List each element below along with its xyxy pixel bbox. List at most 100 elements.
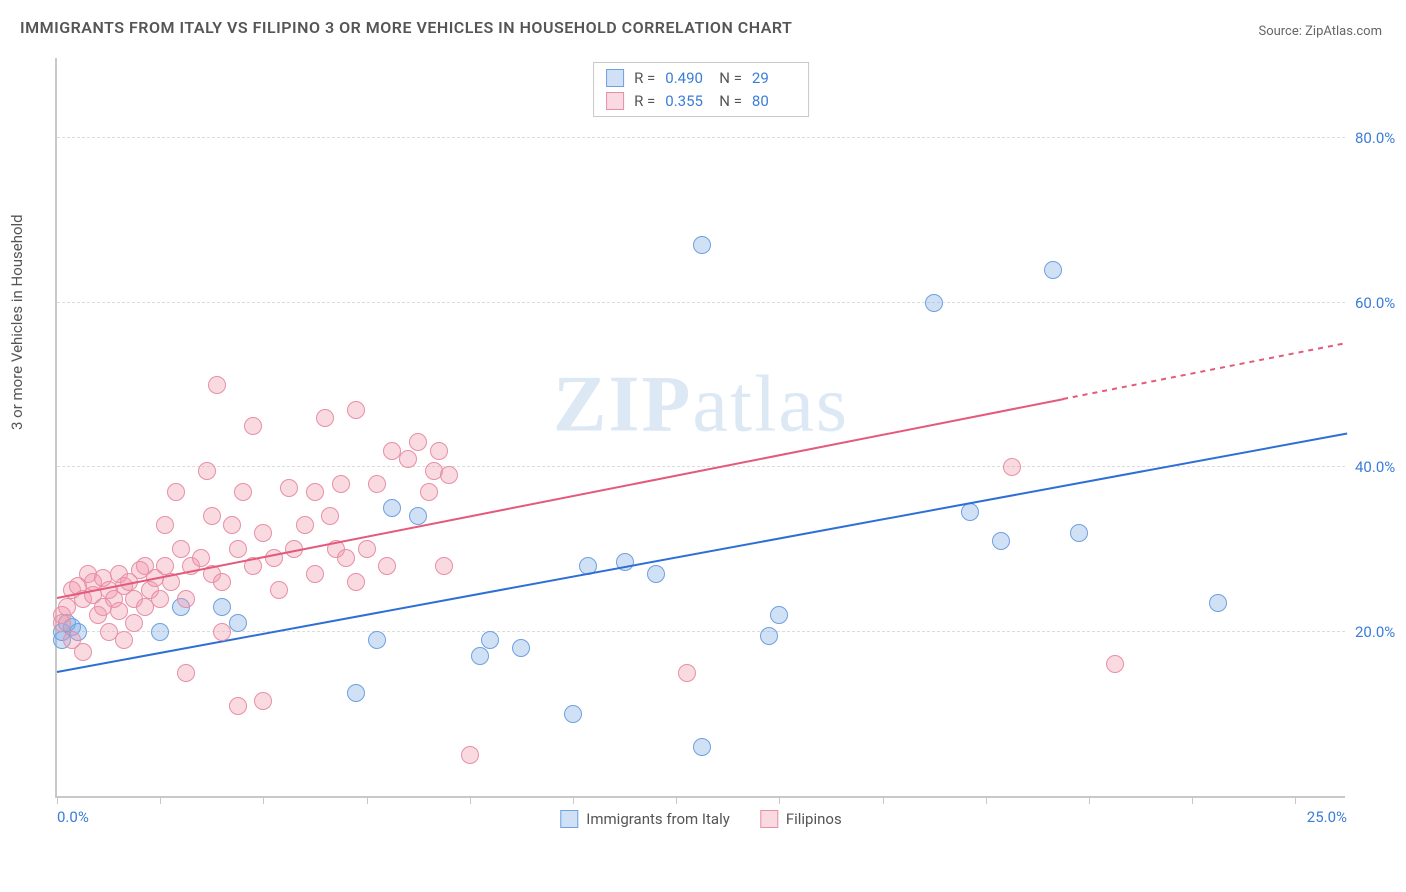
data-point-italy bbox=[347, 684, 365, 702]
watermark-bold: ZIP bbox=[553, 360, 692, 448]
watermark: ZIPatlas bbox=[553, 359, 849, 450]
swatch-filipino bbox=[606, 92, 624, 110]
source-prefix: Source: bbox=[1258, 24, 1305, 39]
y-axis-label: 3 or more Vehicles in Household bbox=[8, 214, 26, 430]
data-point-filipino bbox=[316, 409, 334, 427]
x-tick bbox=[1192, 796, 1193, 804]
trend-line-filipino bbox=[1063, 342, 1347, 400]
chart-title: IMMIGRANTS FROM ITALY VS FILIPINO 3 OR M… bbox=[20, 18, 792, 37]
n-value-italy: 29 bbox=[752, 67, 796, 90]
source-link[interactable]: ZipAtlas.com bbox=[1305, 24, 1382, 39]
data-point-filipino bbox=[378, 557, 396, 575]
data-point-italy bbox=[693, 236, 711, 254]
swatch-italy bbox=[560, 810, 578, 828]
data-point-filipino bbox=[409, 433, 427, 451]
data-point-filipino bbox=[53, 614, 71, 632]
stats-row-italy: R = 0.490 N = 29 bbox=[606, 67, 796, 90]
data-point-italy bbox=[647, 565, 665, 583]
data-point-filipino bbox=[208, 376, 226, 394]
data-point-italy bbox=[512, 639, 530, 657]
x-tick bbox=[986, 796, 987, 804]
gridline bbox=[57, 302, 1345, 303]
data-point-filipino bbox=[177, 590, 195, 608]
x-tick-label: 0.0% bbox=[57, 808, 89, 826]
data-point-filipino bbox=[420, 483, 438, 501]
swatch-filipino bbox=[760, 810, 778, 828]
gridline bbox=[57, 466, 1345, 467]
data-point-filipino bbox=[337, 549, 355, 567]
source-attribution: Source: ZipAtlas.com bbox=[1258, 24, 1382, 39]
data-point-italy bbox=[471, 647, 489, 665]
data-point-filipino bbox=[678, 664, 696, 682]
legend-label-filipino: Filipinos bbox=[786, 810, 842, 828]
x-tick bbox=[470, 796, 471, 804]
y-tick-label: 40.0% bbox=[1355, 458, 1406, 476]
data-point-italy bbox=[564, 705, 582, 723]
trend-line-italy bbox=[57, 432, 1347, 672]
x-tick bbox=[883, 796, 884, 804]
data-point-italy bbox=[383, 499, 401, 517]
data-point-filipino bbox=[347, 401, 365, 419]
data-point-italy bbox=[1070, 524, 1088, 542]
data-point-italy bbox=[409, 507, 427, 525]
x-tick bbox=[1295, 796, 1296, 804]
r-value-italy: 0.490 bbox=[665, 67, 709, 90]
data-point-filipino bbox=[306, 483, 324, 501]
watermark-light: atlas bbox=[692, 360, 849, 448]
data-point-filipino bbox=[74, 643, 92, 661]
data-point-filipino bbox=[234, 483, 252, 501]
data-point-italy bbox=[770, 606, 788, 624]
data-point-italy bbox=[368, 631, 386, 649]
r-value-filipino: 0.355 bbox=[665, 90, 709, 113]
data-point-filipino bbox=[229, 540, 247, 558]
series-legend: Immigrants from Italy Filipinos bbox=[560, 810, 841, 828]
gridline bbox=[57, 137, 1345, 138]
data-point-italy bbox=[992, 532, 1010, 550]
stats-legend: R =0.490N =29R =0.355N =80 bbox=[593, 62, 809, 117]
data-point-filipino bbox=[223, 516, 241, 534]
r-label: R = bbox=[634, 67, 655, 90]
data-point-filipino bbox=[254, 524, 272, 542]
legend-label-italy: Immigrants from Italy bbox=[586, 810, 730, 828]
x-tick bbox=[367, 796, 368, 804]
data-point-italy bbox=[760, 627, 778, 645]
data-point-filipino bbox=[167, 483, 185, 501]
data-point-filipino bbox=[358, 540, 376, 558]
data-point-filipino bbox=[1106, 655, 1124, 673]
x-tick bbox=[779, 796, 780, 804]
data-point-filipino bbox=[296, 516, 314, 534]
data-point-filipino bbox=[280, 479, 298, 497]
data-point-filipino bbox=[198, 462, 216, 480]
data-point-filipino bbox=[125, 614, 143, 632]
data-point-italy bbox=[481, 631, 499, 649]
y-tick-label: 80.0% bbox=[1355, 129, 1406, 147]
data-point-filipino bbox=[192, 549, 210, 567]
y-tick-label: 60.0% bbox=[1355, 294, 1406, 312]
data-point-filipino bbox=[368, 475, 386, 493]
data-point-filipino bbox=[151, 590, 169, 608]
data-point-filipino bbox=[270, 581, 288, 599]
legend-item-italy: Immigrants from Italy bbox=[560, 810, 730, 828]
data-point-filipino bbox=[115, 631, 133, 649]
gridline bbox=[57, 631, 1345, 632]
data-point-filipino bbox=[156, 516, 174, 534]
data-point-italy bbox=[925, 294, 943, 312]
data-point-filipino bbox=[461, 746, 479, 764]
data-point-filipino bbox=[332, 475, 350, 493]
r-label: R = bbox=[634, 90, 655, 113]
data-point-filipino bbox=[213, 573, 231, 591]
legend-item-filipino: Filipinos bbox=[760, 810, 842, 828]
n-label: N = bbox=[719, 90, 742, 113]
x-tick bbox=[57, 796, 58, 804]
x-tick bbox=[573, 796, 574, 804]
data-point-filipino bbox=[347, 573, 365, 591]
data-point-filipino bbox=[156, 557, 174, 575]
data-point-filipino bbox=[321, 507, 339, 525]
data-point-italy bbox=[213, 598, 231, 616]
data-point-filipino bbox=[229, 697, 247, 715]
plot-area: ZIPatlas R =0.490N =29R =0.355N =80 Immi… bbox=[55, 58, 1345, 798]
data-point-italy bbox=[151, 623, 169, 641]
data-point-filipino bbox=[203, 507, 221, 525]
data-point-filipino bbox=[435, 557, 453, 575]
n-label: N = bbox=[719, 67, 742, 90]
